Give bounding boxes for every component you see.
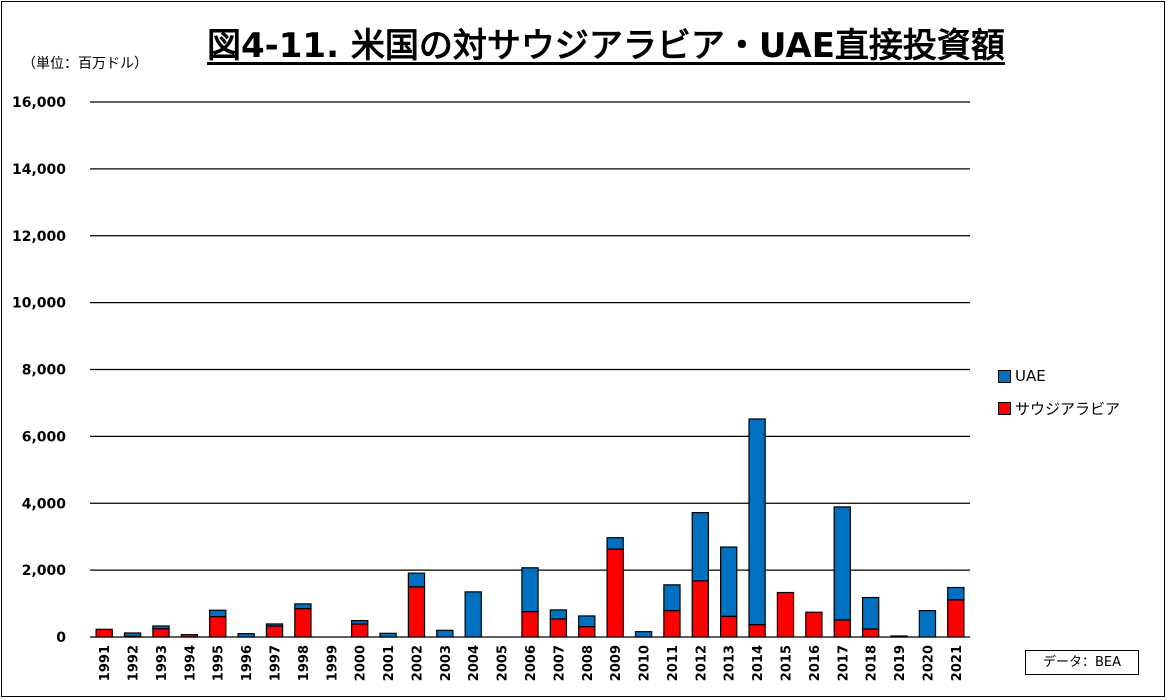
chart-title: 図4-11. 米国の対サウジアラビア・UAE直接投資額	[207, 26, 1005, 66]
x-tick-label: 1993	[155, 645, 170, 681]
x-tick-label: 2019	[893, 645, 908, 681]
x-tick-label: 2005	[496, 645, 511, 681]
bar-uae	[663, 584, 681, 612]
y-tick-label: 16,000	[12, 95, 66, 111]
x-tick-label: 2001	[382, 645, 397, 681]
bar-uae	[606, 537, 624, 550]
y-tick-label: 10,000	[12, 296, 66, 312]
bar-saudi-arabia	[663, 609, 681, 638]
x-tick-label: 1996	[240, 645, 255, 681]
bar-uae	[265, 623, 284, 627]
x-tick-label: 1997	[269, 645, 284, 681]
bar-uae	[833, 506, 851, 621]
bar-saudi-arabia	[549, 618, 568, 638]
legend: UAE サウジアラビア	[998, 366, 1120, 430]
legend-swatch-uae	[998, 369, 1011, 383]
bar-uae	[350, 620, 369, 625]
x-tick-label: 2015	[779, 645, 794, 681]
y-tick-label: 12,000	[12, 229, 66, 245]
bar-saudi-arabia	[691, 580, 710, 638]
x-tick-label: 1999	[325, 645, 340, 681]
x-tick-label: 2006	[524, 645, 539, 681]
bar-uae	[549, 609, 568, 620]
bar-saudi-arabia	[407, 586, 426, 638]
x-tick-label: 2017	[836, 645, 851, 681]
bar-uae	[152, 625, 170, 630]
y-tick-label: 14,000	[12, 162, 66, 178]
x-tick-label: 2018	[865, 645, 880, 681]
bar-saudi-arabia	[947, 599, 965, 638]
legend-item-uae: UAE	[998, 366, 1120, 386]
bar-saudi-arabia	[521, 610, 539, 638]
bar-uae	[379, 632, 397, 638]
x-tick-label: 2009	[609, 645, 624, 681]
x-tick-label: 2013	[723, 645, 738, 681]
x-tick-label: 1994	[183, 645, 198, 681]
bar-saudi-arabia	[350, 623, 369, 638]
bar-uae	[634, 631, 653, 638]
x-tick-label: 2007	[552, 645, 567, 681]
bar-uae	[436, 629, 454, 638]
bar-uae	[123, 632, 142, 637]
bar-saudi-arabia	[152, 628, 170, 638]
legend-label-uae: UAE	[1015, 367, 1046, 385]
bar-uae	[720, 546, 738, 617]
x-tick-label: 2003	[439, 645, 454, 681]
y-axis-unit-label: （単位：百万ドル）	[22, 56, 148, 72]
bar-saudi-arabia	[180, 634, 199, 638]
x-tick-label: 1991	[98, 645, 113, 681]
bar-saudi-arabia	[748, 624, 766, 638]
bar-uae	[748, 418, 766, 626]
bar-uae	[861, 596, 880, 630]
bar-saudi-arabia	[294, 607, 312, 638]
x-tick-label: 2000	[354, 645, 369, 681]
x-tick-label: 2020	[921, 645, 936, 681]
source-note: データ：BEA	[1025, 650, 1139, 675]
y-tick-label: 8,000	[22, 363, 67, 379]
x-tick-label: 2008	[581, 645, 596, 681]
bar-uae	[521, 567, 539, 613]
bar-uae	[464, 591, 482, 638]
bar-saudi-arabia	[578, 626, 596, 638]
x-tick-label: 1998	[297, 645, 312, 681]
bar-saudi-arabia	[606, 548, 624, 638]
y-tick-label: 2,000	[22, 563, 67, 579]
bar-uae	[691, 512, 710, 582]
bar-saudi-arabia	[776, 591, 795, 638]
bar-saudi-arabia	[720, 615, 738, 638]
bar-uae	[947, 586, 965, 601]
x-tick-label: 2016	[808, 645, 823, 681]
y-tick-label: 0	[56, 630, 66, 646]
bar-uae	[209, 609, 227, 618]
x-tick-label: 2014	[751, 645, 766, 681]
x-tick-label: 2012	[694, 645, 709, 681]
bar-uae	[890, 635, 908, 638]
x-tick-label: 2002	[410, 645, 425, 681]
x-tick-label: 1992	[127, 645, 142, 681]
bar-saudi-arabia	[805, 611, 823, 638]
y-tick-label: 4,000	[22, 496, 67, 512]
bar-uae	[407, 572, 426, 588]
legend-item-saudi: サウジアラビア	[998, 398, 1120, 418]
x-tick-label: 1995	[212, 645, 227, 681]
bar-saudi-arabia	[265, 625, 284, 638]
x-tick-label: 2010	[638, 645, 653, 681]
x-tick-label: 2004	[467, 645, 482, 681]
y-tick-label: 6,000	[22, 429, 67, 445]
bar-uae	[578, 615, 596, 628]
bar-uae	[294, 603, 312, 610]
legend-label-saudi: サウジアラビア	[1015, 399, 1121, 418]
bar-saudi-arabia	[95, 628, 113, 638]
bar-uae	[237, 633, 255, 638]
bar-uae	[918, 609, 937, 638]
bar-saudi-arabia	[861, 628, 880, 638]
bar-saudi-arabia	[209, 616, 227, 638]
legend-swatch-saudi	[998, 401, 1011, 415]
x-tick-label: 2021	[950, 645, 965, 681]
x-tick-label: 2011	[666, 645, 681, 681]
bar-saudi-arabia	[833, 619, 851, 638]
